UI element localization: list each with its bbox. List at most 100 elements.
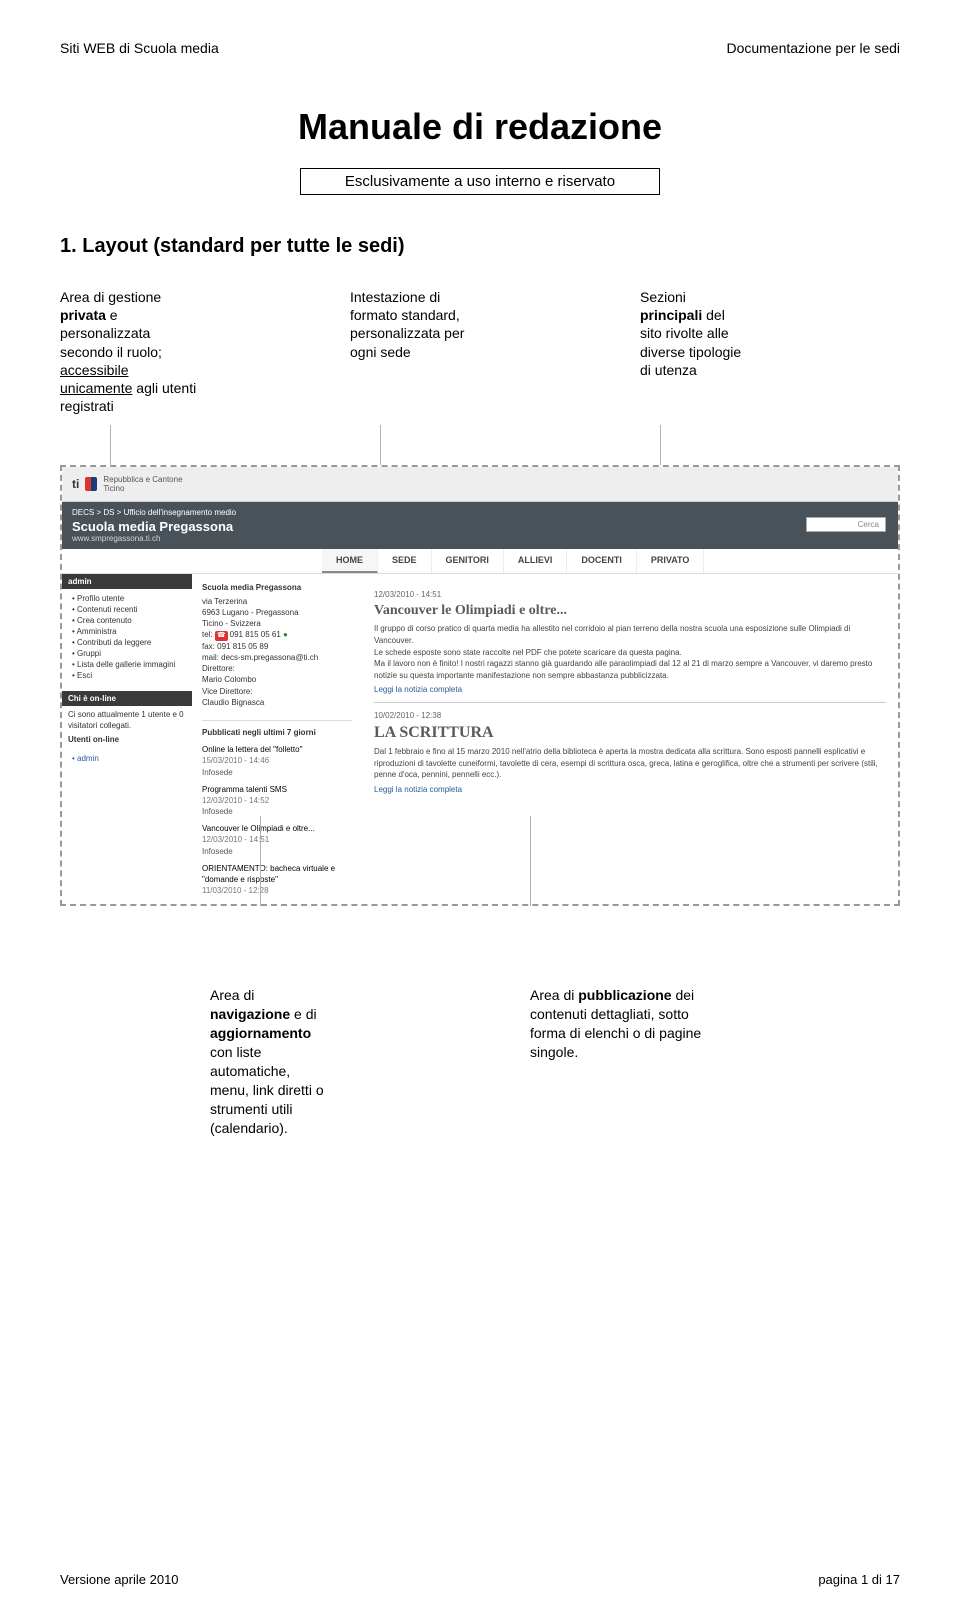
admin-item[interactable]: • Contributi da leggere <box>72 637 188 648</box>
callout-publication: Area di pubblicazione dei contenuti dett… <box>530 986 790 1137</box>
main-nav: HOME SEDE GENITORI ALLIEVI DOCENTI PRIVA… <box>62 549 898 574</box>
pub-name: ORIENTAMENTO: bacheca virtuale e "domand… <box>202 863 352 885</box>
pub-item[interactable]: Online la lettera del "folletto" 15/03/2… <box>202 744 352 778</box>
bottom-callouts-row: Area di navigazione e di aggiornamento c… <box>60 986 900 1137</box>
bc1-l6: menu, link diretti o <box>210 1081 470 1100</box>
online-title: Chi è on-line <box>62 691 192 706</box>
subtitle-text: Esclusivamente a uso interno e riservato <box>345 173 615 190</box>
admin-item[interactable]: • Contenuti recenti <box>72 604 188 615</box>
admin-item[interactable]: • Amministra <box>72 626 188 637</box>
bc1-l7: strumenti utili <box>210 1100 470 1119</box>
info-school-name: Scuola media Pregassona <box>202 582 352 593</box>
co1-l6r: agli utenti <box>132 380 196 396</box>
read-more-link[interactable]: Leggi la notizia completa <box>374 685 886 694</box>
admin-item[interactable]: • Lista delle gallerie immagini <box>72 659 188 670</box>
pub-date: 11/03/2010 - 12:28 <box>202 885 352 896</box>
vdir-label: Vice Direttore: <box>202 686 352 697</box>
breadcrumb: DECS > DS > Ufficio dell'insegnamento me… <box>72 508 888 517</box>
bc2-l3: forma di elenchi o di pagine <box>530 1024 790 1043</box>
tel-label: tel: <box>202 630 213 639</box>
admin-item[interactable]: • Crea contenuto <box>72 615 188 626</box>
bc2-l1: Area di pubblicazione dei <box>530 986 790 1005</box>
header-right: Documentazione per le sedi <box>726 40 900 56</box>
admin-item[interactable]: • Esci <box>72 670 188 681</box>
pub-date: 15/03/2010 - 14:46 <box>202 755 352 766</box>
co1-l6: unicamente agli utenti <box>60 379 320 397</box>
website-screenshot: ti Repubblica e Cantone Ticino DECS > DS… <box>60 465 900 906</box>
bc1-l2: navigazione e di <box>210 1005 470 1024</box>
co3-l1: Sezioni <box>640 288 900 306</box>
pub-sub: Infosede <box>202 846 352 857</box>
pub-date: 12/03/2010 - 14:51 <box>202 834 352 845</box>
co2-l1: Intestazione di <box>350 288 610 306</box>
co3-l3: sito rivolte alle <box>640 324 900 342</box>
dir-name: Mario Colombo <box>202 674 352 685</box>
ss-header: ti Repubblica e Cantone Ticino <box>62 467 898 502</box>
co1-l6u: unicamente <box>60 380 132 396</box>
nav-home[interactable]: HOME <box>322 549 378 573</box>
bc2-l2: contenuti dettagliati, sotto <box>530 1005 790 1024</box>
admin-sidebar: admin • Profilo utente • Contenuti recen… <box>62 574 192 904</box>
recent-pubs-title: Pubblicati negli ultimi 7 giorni <box>202 720 352 738</box>
admin-list: • Profilo utente • Contenuti recenti • C… <box>62 589 192 685</box>
user-name: admin <box>77 754 99 763</box>
co2-l2: formato standard, <box>350 306 610 324</box>
top-callouts-row: Area di gestione privata e personalizzat… <box>60 288 900 415</box>
co1-l2b: privata <box>60 307 106 323</box>
pub-item[interactable]: ORIENTAMENTO: bacheca virtuale e "domand… <box>202 863 352 897</box>
callout-header-area: Intestazione di formato standard, person… <box>350 288 610 415</box>
callout-navigation: Area di navigazione e di aggiornamento c… <box>210 986 470 1137</box>
nav-allievi[interactable]: ALLIEVI <box>504 549 568 573</box>
co1-l3: personalizzata <box>60 324 320 342</box>
pub-item[interactable]: Vancouver le Olimpiadi e oltre... 12/03/… <box>202 823 352 857</box>
callout-private-area: Area di gestione privata e personalizzat… <box>60 288 320 415</box>
nav-sede[interactable]: SEDE <box>378 549 432 573</box>
addr-line: Ticino - Svizzera <box>202 618 352 629</box>
callout-sections: Sezioni principali del sito rivolte alle… <box>640 288 900 415</box>
co3-l2r: del <box>702 307 725 323</box>
footer-right: pagina 1 di 17 <box>818 1572 900 1587</box>
section-1-heading: 1. Layout (standard per tutte le sedi) <box>60 235 900 258</box>
article-date: 10/02/2010 - 12:38 <box>374 711 886 720</box>
nav-genitori[interactable]: GENITORI <box>432 549 504 573</box>
user-item[interactable]: • admin <box>72 753 188 764</box>
article-date: 12/03/2010 - 14:51 <box>374 590 886 599</box>
pub-name: Vancouver le Olimpiadi e oltre... <box>202 823 352 834</box>
nav-privato[interactable]: PRIVATO <box>637 549 705 573</box>
section-num: 1. <box>60 235 77 257</box>
document-page: Siti WEB di Scuola media Documentazione … <box>0 0 960 1617</box>
nav-docenti[interactable]: DOCENTI <box>567 549 637 573</box>
addr-line: 6963 Lugano - Pregassona <box>202 607 352 618</box>
admin-item[interactable]: • Profilo utente <box>72 593 188 604</box>
users-list: • admin <box>62 749 192 768</box>
pub-name: Programma talenti SMS <box>202 784 352 795</box>
fax-line: fax: 091 815 05 89 <box>202 641 352 652</box>
co1-l4: secondo il ruolo; <box>60 343 320 361</box>
pub-date: 12/03/2010 - 14:52 <box>202 795 352 806</box>
article-title[interactable]: LA SCRITTURA <box>374 724 886 742</box>
bc1-l1: Area di <box>210 986 470 1005</box>
co3-l4: diverse tipologie <box>640 343 900 361</box>
pub-name: Online la lettera del "folletto" <box>202 744 352 755</box>
main-title: Manuale di redazione <box>60 106 900 148</box>
bottom-connectors <box>60 906 900 976</box>
admin-item[interactable]: • Gruppi <box>72 648 188 659</box>
connector-line-2 <box>380 425 381 465</box>
read-more-link[interactable]: Leggi la notizia completa <box>374 785 886 794</box>
tel-line: tel: ☎091 815 05 61 ● <box>202 629 352 641</box>
article-title[interactable]: Vancouver le Olimpiadi e oltre... <box>374 603 886 619</box>
section-text: Layout (standard per tutte le sedi) <box>82 235 404 257</box>
search-box[interactable]: Cerca <box>806 517 886 532</box>
bc2-l1r: dei <box>672 987 695 1003</box>
articles-area: 12/03/2010 - 14:51 Vancouver le Olimpiad… <box>362 574 898 904</box>
bc1-l2b: navigazione <box>210 1006 290 1022</box>
ss-body: admin • Profilo utente • Contenuti recen… <box>62 574 898 904</box>
co2-l3: personalizzata per <box>350 324 610 342</box>
users-online-label: Utenti on-line <box>62 735 192 749</box>
addr-line: via Terzerina <box>202 596 352 607</box>
subtitle-box: Esclusivamente a uso interno e riservato <box>300 168 660 195</box>
pub-item[interactable]: Programma talenti SMS 12/03/2010 - 14:52… <box>202 784 352 818</box>
article-body: Il gruppo di corso pratico di quarta med… <box>374 623 886 681</box>
footer-left: Versione aprile 2010 <box>60 1572 179 1587</box>
bc2-l4: singole. <box>530 1043 790 1062</box>
